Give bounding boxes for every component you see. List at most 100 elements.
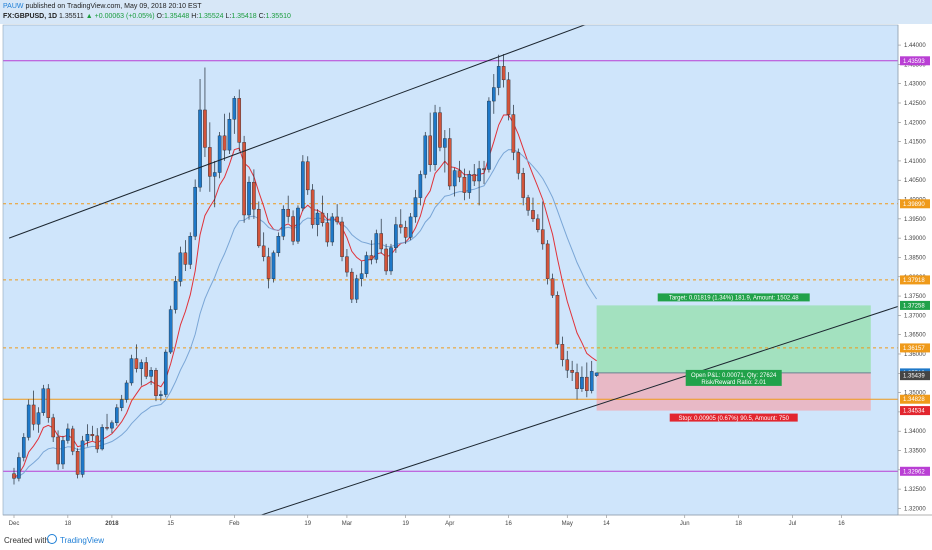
time-tick-label: 16 [505, 521, 512, 527]
chart-header: PAUW published on TradingView.com, May 0… [0, 0, 932, 24]
price-label-box [900, 466, 930, 476]
candle-bull [374, 233, 379, 260]
candle-bear [266, 256, 271, 279]
author-name[interactable]: PAUW [3, 3, 24, 10]
high-label: H: [191, 13, 199, 20]
candle-bull [477, 168, 481, 182]
candle-bull [212, 172, 217, 177]
price-tick-label: 1.34000 [904, 429, 926, 435]
candle-bull [354, 278, 359, 300]
symbol-label[interactable]: FX:GBPUSD, 1D [3, 13, 58, 20]
price-tick-label: 1.35000 [904, 391, 926, 397]
candle-bull [281, 208, 286, 237]
price-label-text: 1.43593 [903, 59, 925, 65]
candle-bull [139, 362, 144, 369]
candle-bear [472, 174, 477, 182]
candle-bear [134, 358, 139, 369]
candle-bear [105, 427, 109, 429]
price-label-text: 1.39890 [903, 202, 925, 208]
ema-slow-line [13, 149, 598, 479]
price-tick-label: 1.41500 [904, 140, 926, 146]
target-zone [596, 305, 871, 373]
candle-bull [315, 212, 320, 225]
candle-bear [305, 161, 310, 191]
candle-bull [80, 440, 85, 475]
candle-bull [168, 309, 173, 353]
candle-bear [286, 208, 290, 217]
candle-bull [188, 236, 193, 265]
candle-bear [545, 243, 550, 279]
candle-bear [384, 248, 388, 272]
channel-trendline [8, 25, 586, 239]
price-label-text: 1.35439 [903, 374, 925, 380]
candle-bull [173, 281, 178, 310]
candle-bull [100, 427, 104, 450]
price-tick-label: 1.44000 [904, 43, 926, 49]
up-arrow-icon: ▲ [85, 13, 93, 20]
candle-bull [159, 394, 163, 396]
price-change: +0.00063 (+0.05%) [94, 13, 155, 20]
open-label: O: [156, 13, 164, 20]
publish-info: published on TradingView.com, May 09, 20… [25, 3, 202, 10]
risk-reward-text: Risk/Reward Ratio: 2.01 [701, 380, 766, 386]
candle-bear [565, 359, 570, 371]
candle-bear [428, 135, 432, 165]
ema-fast-line [13, 114, 597, 479]
price-label-text: 1.36157 [903, 346, 925, 352]
candle-bear [222, 135, 227, 151]
candle-bull [296, 207, 300, 242]
target-label-box [657, 293, 810, 302]
candle-bear [95, 435, 100, 450]
candle-bull [389, 247, 393, 272]
price-label-box [900, 371, 930, 381]
candle-bull [487, 100, 491, 170]
publish-line: PAUW published on TradingView.com, May 0… [3, 2, 202, 11]
candle-bear [369, 255, 374, 260]
time-tick-label: Jul [789, 521, 797, 527]
candle-bear [506, 79, 511, 115]
price-tick-label: 1.39500 [904, 217, 926, 223]
candle-bull [26, 404, 31, 438]
candle-bear [550, 278, 555, 296]
candle-bear [531, 210, 535, 220]
candle-bear [310, 189, 315, 225]
time-tick-label: 15 [167, 521, 174, 527]
candle-bear [403, 227, 408, 238]
candle-bear [482, 168, 486, 170]
candle-bear [575, 372, 579, 389]
candle-bull [129, 358, 134, 384]
candle-bear [585, 376, 589, 391]
stop-label-box [669, 413, 798, 422]
time-axis-background [0, 515, 932, 532]
candle-bull [443, 138, 447, 148]
candle-bull [227, 119, 232, 151]
price-tick-label: 1.33500 [904, 449, 926, 455]
candle-bull [124, 382, 129, 400]
time-tick-label: May [562, 521, 573, 527]
candle-bear [261, 245, 266, 257]
price-tick-label: 1.38500 [904, 255, 926, 261]
candle-bear [203, 109, 207, 148]
price-label-box [900, 394, 930, 404]
candle-bull [85, 434, 90, 442]
candle-bear [154, 370, 158, 396]
candle-bull [330, 216, 335, 243]
candle-bear [56, 436, 60, 465]
price-chart[interactable]: Target: 0.01819 (1.34%) 181.9, Amount: 1… [0, 0, 932, 532]
tradingview-brand[interactable]: TradingView [60, 536, 105, 545]
price-label-box [900, 275, 930, 285]
candle-bull [452, 170, 457, 187]
candle-bear [144, 362, 148, 377]
candle-bear [447, 138, 452, 187]
plot-background [3, 25, 898, 515]
time-tick-label: Dec [9, 521, 20, 527]
candle-bull [418, 174, 423, 198]
candle-bear [31, 404, 36, 425]
tradingview-logo-icon [47, 534, 57, 544]
candle-bull [21, 437, 26, 458]
price-tick-label: 1.32500 [904, 487, 926, 493]
candle-bull [271, 252, 276, 279]
candle-bull [119, 399, 124, 408]
price-tick-label: 1.41000 [904, 159, 926, 165]
candle-bear [511, 114, 516, 153]
